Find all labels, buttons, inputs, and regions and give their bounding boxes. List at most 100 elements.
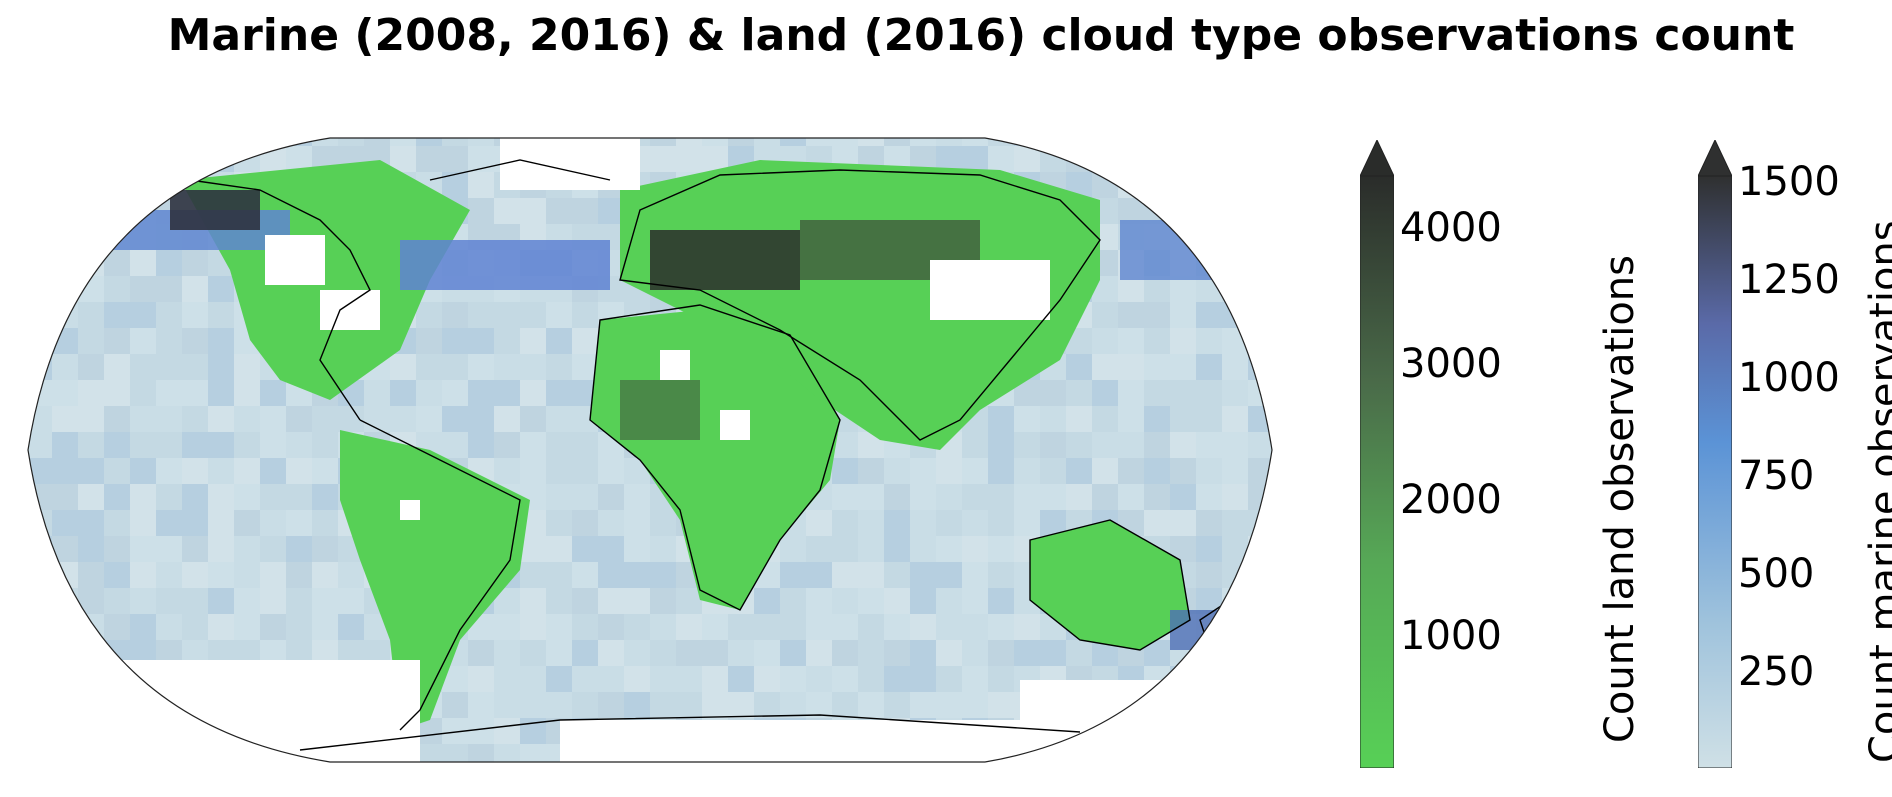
grid-cell	[1014, 510, 1040, 536]
grid-cell	[910, 458, 936, 484]
grid-cell	[390, 770, 416, 780]
grid-cell	[988, 562, 1014, 588]
grid-cell	[52, 328, 78, 354]
grid-cell	[78, 640, 104, 666]
grid-cell	[28, 138, 52, 146]
grid-cell	[598, 770, 624, 780]
grid-cell	[1092, 354, 1118, 380]
grid-cell	[1222, 328, 1248, 354]
grid-cell	[0, 666, 26, 692]
grid-cell	[572, 562, 598, 588]
grid-cell	[1248, 588, 1272, 614]
grid-cell	[1118, 198, 1144, 224]
grid-cell	[624, 614, 650, 640]
grid-cell	[1196, 458, 1222, 484]
grid-cell	[234, 614, 260, 640]
grid-cell	[104, 198, 130, 224]
grid-cell	[1196, 354, 1222, 380]
grid-cell	[130, 406, 156, 432]
grid-cell	[1118, 172, 1144, 198]
grid-cell	[832, 614, 858, 640]
grid-cell	[0, 562, 26, 588]
grid-cell	[156, 614, 182, 640]
grid-cell	[416, 770, 442, 780]
grid-cell	[494, 640, 520, 666]
grid-cell	[650, 562, 676, 588]
grid-cell	[52, 432, 78, 458]
grid-cell	[104, 146, 130, 172]
grid-cell	[520, 640, 546, 666]
grid-cell	[0, 458, 26, 484]
grid-cell	[1066, 484, 1092, 510]
grid-cell	[0, 510, 26, 536]
grid-cell	[1170, 666, 1196, 692]
grid-cell	[962, 614, 988, 640]
grid-cell	[104, 458, 130, 484]
grid-cell	[1092, 138, 1118, 146]
grid-cell	[442, 354, 468, 380]
grid-cell	[1248, 172, 1272, 198]
grid-cell	[1222, 484, 1248, 510]
grid-cell	[156, 276, 182, 302]
grid-cell	[884, 614, 910, 640]
grid-cell	[650, 614, 676, 640]
grid-cell	[1222, 562, 1248, 588]
grid-cell	[1170, 172, 1196, 198]
grid-cell	[442, 138, 468, 146]
grid-cell	[988, 536, 1014, 562]
grid-cell	[52, 614, 78, 640]
grid-cell	[546, 562, 572, 588]
grid-cell	[936, 458, 962, 484]
grid-cell	[1222, 146, 1248, 172]
grid-cell	[988, 692, 1014, 718]
grid-cell	[468, 432, 494, 458]
grid-cell	[468, 138, 494, 146]
grid-cell	[754, 666, 780, 692]
grid-cell	[338, 614, 364, 640]
grid-cell	[754, 640, 780, 666]
grid-cell	[1118, 770, 1144, 780]
grid-cell	[52, 666, 78, 692]
grid-cell	[1222, 458, 1248, 484]
grid-cell	[312, 458, 338, 484]
grid-cell	[104, 562, 130, 588]
grid-cell	[156, 380, 182, 406]
grid-cell	[1248, 432, 1272, 458]
grid-cell	[754, 588, 780, 614]
grid-cell	[364, 138, 390, 146]
grid-cell	[494, 198, 520, 224]
grid-cell	[1222, 250, 1248, 276]
grid-cell	[1040, 458, 1066, 484]
grid-cell	[468, 354, 494, 380]
grid-cell	[1092, 432, 1118, 458]
marine-tick: 500	[1738, 551, 1815, 597]
grid-cell	[572, 770, 598, 780]
grid-cell	[884, 588, 910, 614]
grid-cell	[1222, 770, 1248, 780]
grid-cell	[624, 640, 650, 666]
grid-cell	[1196, 432, 1222, 458]
grid-cell	[104, 406, 130, 432]
grid-cell	[312, 432, 338, 458]
grid-cell	[260, 458, 286, 484]
grid-cell	[1274, 198, 1300, 224]
grid-cell	[1248, 718, 1272, 744]
grid-cell	[1196, 198, 1222, 224]
grid-cell	[416, 146, 442, 172]
grid-cell	[910, 640, 936, 666]
grid-cell	[624, 536, 650, 562]
grid-cell	[702, 614, 728, 640]
grid-cell	[234, 562, 260, 588]
grid-cell	[286, 562, 312, 588]
grid-cell	[1248, 302, 1272, 328]
grid-cell	[1222, 588, 1248, 614]
grid-cell	[1222, 692, 1248, 718]
grid-cell	[1222, 198, 1248, 224]
grid-cell	[416, 406, 442, 432]
grid-cell	[52, 744, 78, 762]
grid-cell	[104, 510, 130, 536]
grid-cell	[494, 744, 520, 762]
grid-cell	[858, 588, 884, 614]
grid-cell	[1014, 406, 1040, 432]
grid-cell	[520, 198, 546, 224]
